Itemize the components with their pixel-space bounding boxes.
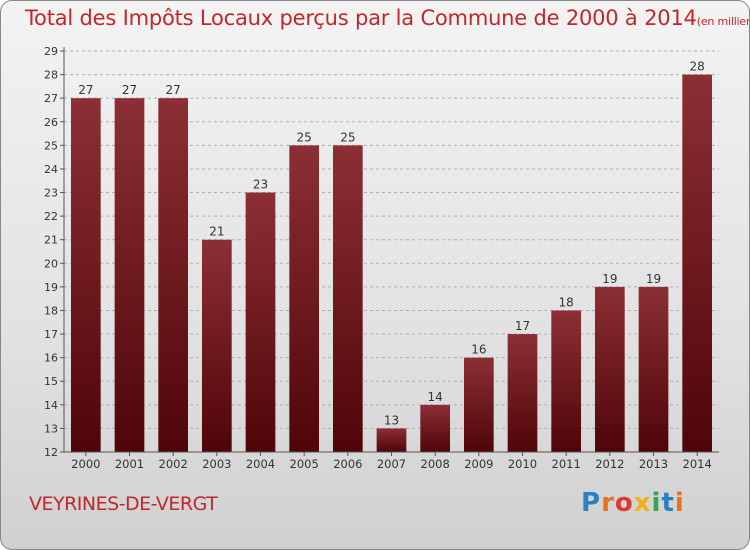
x-tick-label: 2013	[639, 457, 668, 471]
x-tick-label: 2000	[71, 457, 100, 471]
bar	[420, 404, 451, 452]
bar-value-label: 27	[166, 83, 181, 97]
bar-value-label: 25	[340, 130, 355, 144]
bar-value-label: 19	[646, 272, 661, 286]
y-tick-label: 17	[44, 328, 58, 341]
axes: 12 13 14 15 16 17 18 19 20 21 22 23 24 25 26 27 28 29 2000…	[44, 45, 719, 471]
bar-value-label: 19	[602, 272, 617, 286]
y-tick-label: 28	[44, 69, 58, 82]
x-tick-label: 2001	[115, 457, 144, 471]
bar-value-label: 28	[690, 60, 705, 74]
bar	[594, 286, 625, 452]
bar-value-label: 23	[253, 178, 268, 192]
y-tick-label: 25	[44, 139, 58, 152]
y-tick-label: 22	[44, 210, 58, 223]
x-tick-label: 2003	[202, 457, 231, 471]
bar	[158, 98, 189, 453]
y-tick-label: 18	[44, 304, 58, 317]
proxiti-logo: Proxiti	[581, 488, 685, 518]
x-tick-label: 2011	[552, 457, 581, 471]
bar-value-label: 14	[428, 390, 443, 404]
bar	[245, 192, 276, 452]
bars: 27 27 27 21 23 25 25 13 14 16 17 18 19 19 28	[70, 60, 713, 453]
bar	[682, 74, 713, 453]
y-tick-label: 13	[44, 422, 58, 435]
y-tick-label: 15	[44, 375, 58, 388]
bar-value-label: 27	[122, 83, 137, 97]
y-tick-label: 23	[44, 187, 58, 200]
y-tick-label: 16	[44, 352, 58, 365]
logo-letter: r	[601, 488, 615, 518]
bar	[551, 310, 582, 452]
bar-value-label: 17	[515, 319, 530, 333]
y-tick-label: 27	[44, 92, 58, 105]
y-tick-label: 24	[44, 163, 58, 176]
x-tick-label: 2005	[290, 457, 319, 471]
chart-title-text: Total des Impôts Locaux perçus par la Co…	[25, 6, 697, 30]
bar	[70, 98, 101, 453]
logo-letter: P	[581, 488, 602, 518]
bar	[376, 428, 407, 452]
x-tick-label: 2010	[508, 457, 537, 471]
y-tick-label: 20	[44, 257, 58, 270]
y-tick-label: 19	[44, 281, 58, 294]
logo-letter: i	[674, 488, 685, 518]
y-tick-label: 29	[44, 45, 58, 58]
logo-letter: o	[614, 488, 634, 518]
x-tick-label: 2008	[421, 457, 450, 471]
bar	[201, 239, 232, 452]
y-tick-label: 21	[44, 234, 58, 247]
bar-value-label: 27	[78, 83, 93, 97]
logo-letter: x	[633, 488, 652, 518]
x-tick-label: 2002	[159, 457, 188, 471]
x-tick-label: 2007	[377, 457, 406, 471]
y-tick-label: 26	[44, 116, 58, 129]
logo-letter: t	[661, 488, 675, 518]
bar	[114, 98, 145, 453]
bar-value-label: 16	[471, 343, 486, 357]
x-tick-label: 2004	[246, 457, 275, 471]
bar-value-label: 25	[297, 130, 312, 144]
bar	[332, 145, 363, 452]
x-tick-label: 2009	[464, 457, 493, 471]
commune-name: VEYRINES-DE-VERGT	[29, 493, 218, 515]
bar	[638, 286, 669, 452]
y-tick-label: 12	[44, 446, 58, 459]
y-tick-label: 14	[44, 399, 58, 412]
bar-value-label: 21	[209, 225, 224, 239]
x-tick-label: 2012	[595, 457, 624, 471]
logo-letter: i	[651, 488, 662, 518]
chart-title-unit: (en milliers d'€)	[696, 15, 750, 28]
chart-title: Total des Impôts Locaux perçus par la Co…	[25, 6, 750, 30]
bar	[507, 334, 538, 452]
bar-value-label: 18	[559, 295, 574, 309]
bar	[289, 145, 320, 452]
bar	[463, 357, 494, 452]
x-tick-label: 2006	[333, 457, 362, 471]
x-tick-label: 2014	[683, 457, 712, 471]
bar-value-label: 13	[384, 413, 399, 427]
